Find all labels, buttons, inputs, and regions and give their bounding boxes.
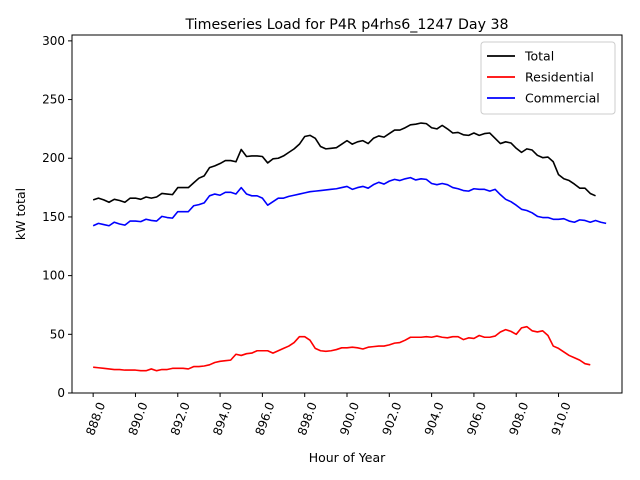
x-tick-label: 906.0 bbox=[464, 400, 489, 437]
series-line-commercial bbox=[92, 176, 607, 227]
x-tick-label: 898.0 bbox=[295, 400, 320, 437]
y-axis-label: kW total bbox=[13, 188, 28, 240]
y-tick-label: 0 bbox=[57, 386, 65, 400]
x-tick-label: 908.0 bbox=[506, 400, 531, 437]
chart-title: Timeseries Load for P4R p4rhs6_1247 Day … bbox=[184, 17, 508, 33]
x-tick-label: 894.0 bbox=[210, 400, 235, 437]
legend-box bbox=[480, 41, 616, 115]
x-tick-label: 888.0 bbox=[83, 400, 108, 437]
x-tick-label: 910.0 bbox=[549, 400, 574, 437]
y-tick-label: 100 bbox=[42, 269, 65, 283]
y-tick-label: 250 bbox=[42, 93, 65, 107]
y-tick-label: 200 bbox=[42, 151, 65, 165]
legend-label-residential: Residential bbox=[525, 70, 594, 85]
series-line-residential bbox=[93, 325, 591, 372]
series-lines bbox=[92, 122, 607, 372]
x-tick-label: 900.0 bbox=[337, 400, 362, 437]
x-axis: 888.0 890.0 892.0 894.0 896.0 898.0 900.0 902.0… bbox=[83, 393, 574, 437]
legend-label-total: Total bbox=[524, 49, 554, 64]
x-tick-label: 890.0 bbox=[126, 400, 151, 437]
x-tick-label: 904.0 bbox=[422, 400, 447, 437]
x-tick-label: 896.0 bbox=[253, 400, 278, 437]
x-axis-label: Hour of Year bbox=[309, 450, 386, 465]
y-tick-label: 50 bbox=[50, 327, 65, 341]
x-tick-label: 892.0 bbox=[168, 400, 193, 437]
x-tick-label: 902.0 bbox=[379, 400, 404, 437]
series-line-total bbox=[92, 122, 596, 204]
legend-label-commercial: Commercial bbox=[525, 91, 600, 106]
y-tick-label: 150 bbox=[42, 210, 65, 224]
y-tick-label: 300 bbox=[42, 34, 65, 48]
legend-items: Total Residential Commercial bbox=[487, 49, 600, 106]
y-axis: 0 50 100 150 200 250 300 bbox=[42, 34, 72, 400]
legend: Total Residential Commercial bbox=[480, 41, 616, 115]
